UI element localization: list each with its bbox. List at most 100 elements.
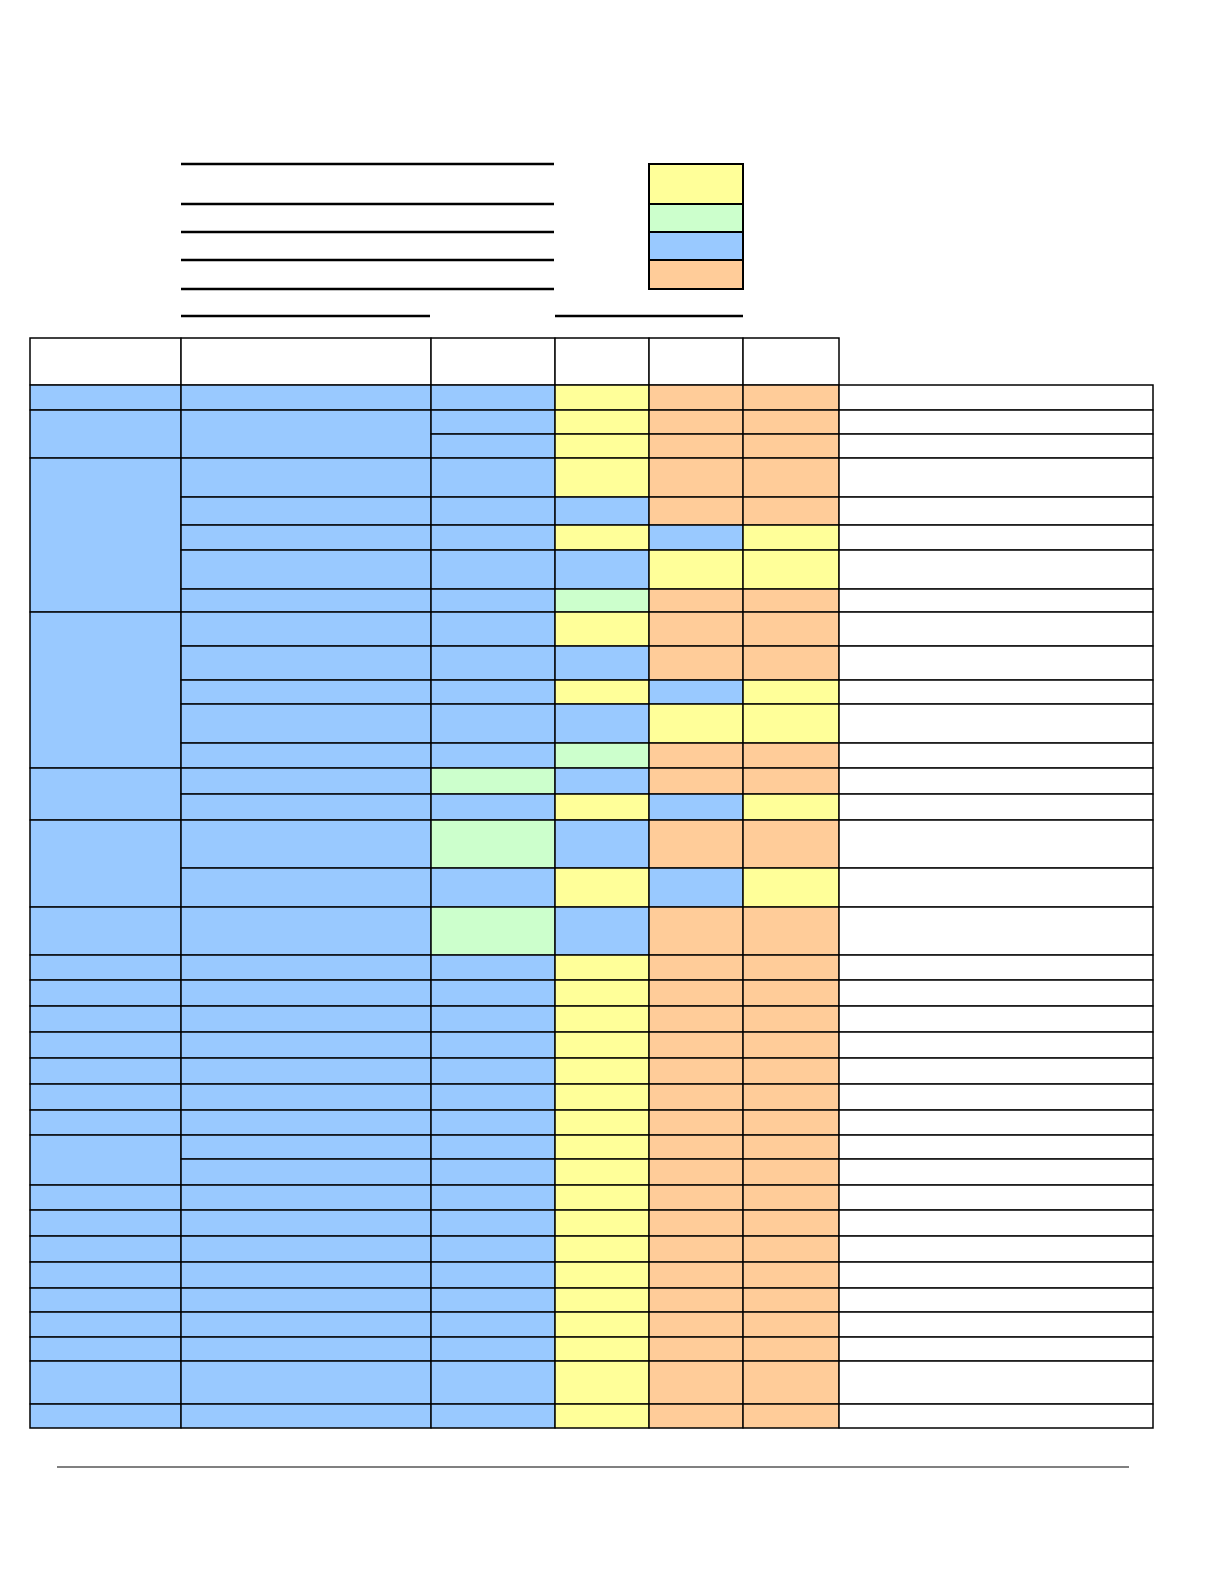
table-cell: [554, 457, 650, 498]
table-cell: [648, 611, 744, 647]
table-cell: [648, 1235, 744, 1263]
table-cell: [430, 1057, 556, 1085]
table-cell: [648, 384, 744, 411]
table-cell: [554, 742, 650, 769]
table-cell: [180, 524, 432, 551]
table-cell: [180, 954, 432, 981]
table-cell: [180, 549, 432, 590]
notes-cell: [838, 1057, 1154, 1085]
table-cell: [554, 793, 650, 821]
table-cell: [430, 1287, 556, 1313]
table-cell: [29, 1109, 182, 1136]
notes-cell: [838, 433, 1154, 459]
table-cell: [430, 1134, 556, 1160]
table-cell: [180, 1005, 432, 1033]
notes-cell: [838, 742, 1154, 769]
table-cell: [554, 1209, 650, 1237]
table-cell: [554, 1403, 650, 1429]
table-cell: [554, 384, 650, 411]
table-cell: [554, 1184, 650, 1211]
table-cell: [742, 496, 840, 526]
table-cell: [742, 1235, 840, 1263]
table-cell: [648, 906, 744, 956]
notes-cell: [838, 409, 1154, 435]
table-cell: [742, 645, 840, 681]
table-cell: [430, 1336, 556, 1362]
table-cell: [554, 409, 650, 435]
table-cell: [648, 1134, 744, 1160]
table-cell: [742, 679, 840, 705]
notes-cell: [838, 524, 1154, 551]
table-cell: [554, 819, 650, 869]
table-cell: [430, 1261, 556, 1289]
table-cell: [648, 819, 744, 869]
table-cell: [430, 979, 556, 1007]
table-cell: [648, 1057, 744, 1085]
table-cell: [430, 1209, 556, 1237]
table-cell: [180, 1209, 432, 1237]
table-cell: [430, 549, 556, 590]
table-cell: [29, 384, 182, 411]
table-cell: [554, 1311, 650, 1338]
table-cell: [430, 384, 556, 411]
table-cell: [430, 793, 556, 821]
table-cell: [742, 409, 840, 435]
table-cell: [430, 1403, 556, 1429]
table-cell: [180, 1184, 432, 1211]
table-cell: [554, 1005, 650, 1033]
table-cell: [742, 979, 840, 1007]
table-cell: [742, 767, 840, 795]
table-cell: [648, 1336, 744, 1362]
table-cell: [430, 1109, 556, 1136]
notes-cell: [838, 1403, 1154, 1429]
table-cell: [29, 1287, 182, 1313]
legend-swatch: [648, 231, 744, 261]
table-cell: [180, 1083, 432, 1111]
notes-cell: [838, 611, 1154, 647]
header-cell: [648, 337, 744, 386]
header-cell: [430, 337, 556, 386]
table-cell: [180, 1336, 432, 1362]
table-cell: [180, 1235, 432, 1263]
table-cell: [430, 524, 556, 551]
notes-cell: [838, 819, 1154, 869]
table-cell: [29, 767, 182, 821]
table-cell: [742, 1360, 840, 1405]
table-cell: [180, 767, 432, 795]
table-cell: [648, 679, 744, 705]
table-cell: [430, 645, 556, 681]
table-cell: [554, 1109, 650, 1136]
table-cell: [430, 1031, 556, 1059]
table-cell: [554, 549, 650, 590]
table-cell: [554, 1057, 650, 1085]
table-cell: [430, 1005, 556, 1033]
table-cell: [29, 1235, 182, 1263]
table-cell: [554, 703, 650, 744]
notes-cell: [838, 1287, 1154, 1313]
table-cell: [180, 409, 432, 459]
legend-swatch: [648, 203, 744, 233]
table-cell: [742, 1057, 840, 1085]
table-cell: [29, 1083, 182, 1111]
table-cell: [430, 1158, 556, 1186]
table-cell: [742, 549, 840, 590]
table-cell: [742, 1109, 840, 1136]
table-cell: [180, 588, 432, 613]
table-cell: [430, 1235, 556, 1263]
table-cell: [29, 1311, 182, 1338]
table-cell: [648, 457, 744, 498]
notes-cell: [838, 1158, 1154, 1186]
table-cell: [430, 819, 556, 869]
table-cell: [180, 867, 432, 908]
table-cell: [29, 611, 182, 769]
table-cell: [180, 1057, 432, 1085]
table-cell: [430, 703, 556, 744]
notes-cell: [838, 384, 1154, 411]
table-cell: [554, 979, 650, 1007]
table-cell: [554, 1235, 650, 1263]
table-cell: [742, 1031, 840, 1059]
table-cell: [742, 433, 840, 459]
table-cell: [742, 1403, 840, 1429]
table-cell: [180, 1287, 432, 1313]
